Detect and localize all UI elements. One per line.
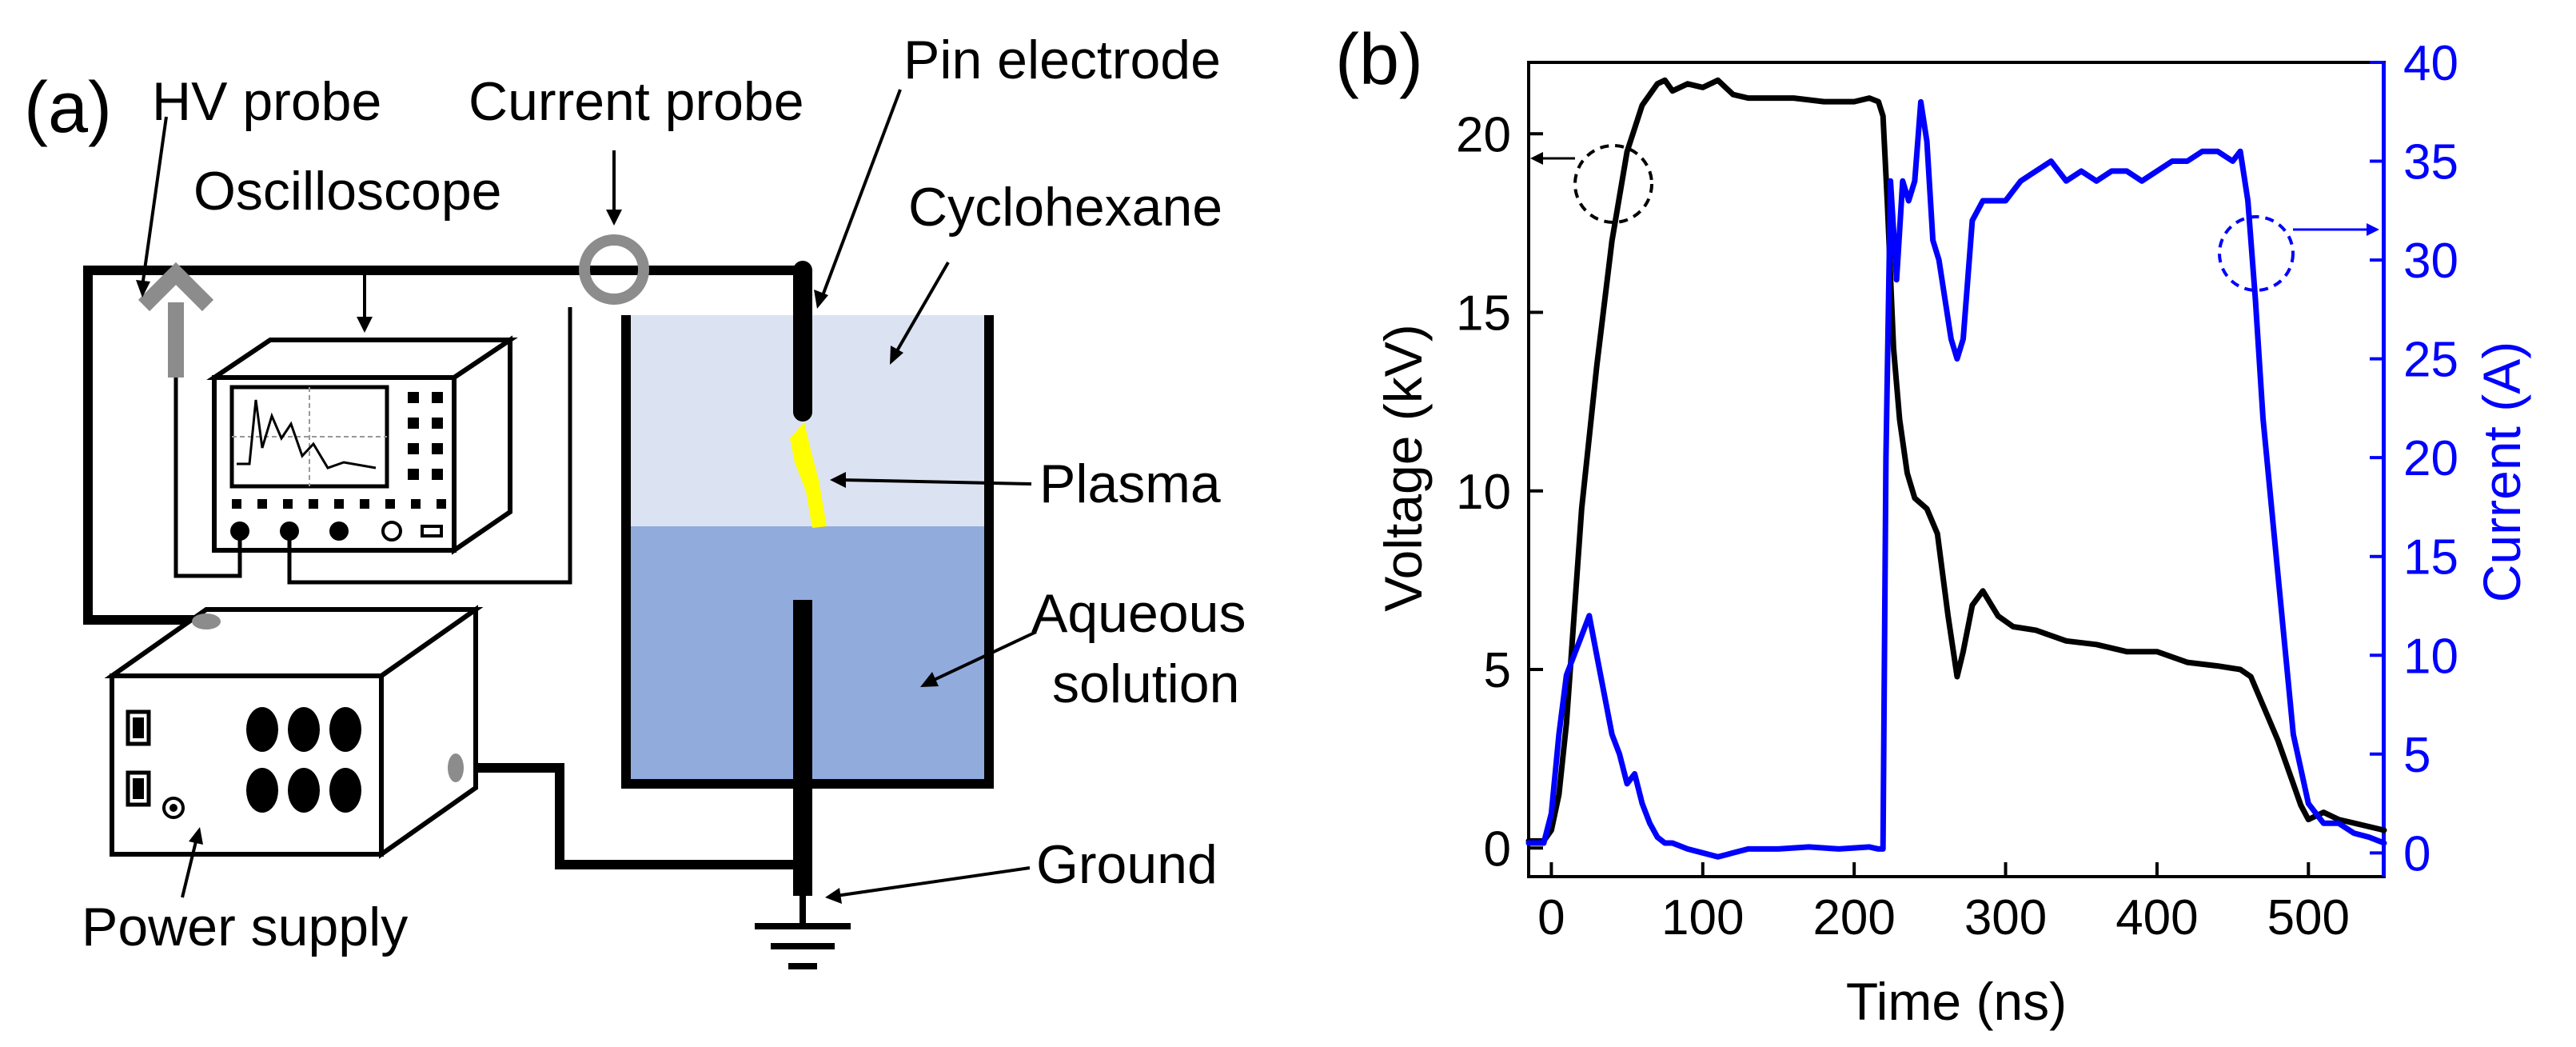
y-tick-label-right: 5 [2403, 728, 2430, 783]
oscilloscope-cable-hv [173, 378, 242, 578]
panel-a-label: (a) [24, 68, 112, 148]
y-tick-label-left: 20 [1456, 107, 1511, 162]
oscilloscope-cable-current [287, 307, 572, 585]
label-ground: Ground [1036, 834, 1218, 895]
label-current-probe: Current probe [469, 71, 804, 132]
label-aqueous: Aqueous [1031, 583, 1246, 644]
label-power-supply: Power supply [82, 897, 408, 957]
y-tick-label-right: 10 [2403, 629, 2458, 684]
oscilloscope-buttons-right [408, 392, 443, 480]
y-axis-label-right: Current (A) [2472, 342, 2531, 602]
series-line-voltage [1525, 77, 2387, 844]
right-axis-line [2382, 62, 2386, 877]
oscilloscope-buttons-bottom [232, 499, 446, 509]
panel-b-chart: (b) 0 100 200 300 400 50005101520051015202530… [1335, 20, 2531, 1031]
current-probe-ring [579, 234, 649, 305]
y-tick-label-right: 0 [2403, 826, 2430, 881]
label-oscilloscope: Oscilloscope [193, 161, 502, 222]
panel-b-label: (b) [1335, 20, 1423, 100]
x-tick-label: 200 [1812, 890, 1895, 945]
current-axis-marker [2218, 215, 2379, 292]
x-tick-label: 0 [1537, 890, 1565, 945]
label-cyclohexane: Cyclohexane [908, 177, 1222, 238]
y-tick-label-right: 35 [2403, 135, 2458, 190]
circuit-wire-ground [456, 763, 803, 869]
y-axis-label-left: Voltage (kV) [1374, 324, 1433, 612]
voltage-axis-marker [1530, 144, 1653, 224]
oscilloscope [206, 335, 518, 555]
x-tick-label: 300 [1964, 890, 2047, 945]
oscilloscope-knob [381, 521, 402, 541]
y-tick-label-right: 40 [2403, 36, 2458, 91]
y-tick-label-right: 25 [2403, 333, 2458, 388]
power-supply-box [104, 605, 484, 859]
plasma-discharge [790, 422, 827, 528]
panel-a-setup-diagram: (a) [24, 30, 1246, 969]
leader-arrows [136, 89, 1037, 904]
y-tick-label-left: 0 [1484, 821, 1511, 877]
label-solution: solution [1052, 653, 1239, 714]
x-tick-label: 100 [1661, 890, 1744, 945]
label-hv-probe: HV probe [152, 71, 381, 132]
label-pin-electrode: Pin electrode [903, 30, 1221, 90]
ground-symbol [755, 888, 851, 969]
y-tick-label-left: 10 [1456, 465, 1511, 520]
x-axis-label: Time (ns) [1846, 972, 2067, 1031]
y-tick-label-right: 20 [2403, 431, 2458, 486]
hv-probe-arrow [138, 262, 214, 378]
y-tick-label-left: 15 [1456, 286, 1511, 342]
series-line-current [1525, 98, 2387, 860]
y-tick-label-right: 30 [2403, 234, 2458, 289]
oscilloscope-waveform [237, 399, 377, 470]
x-tick-label: 500 [2267, 890, 2350, 945]
x-tick-label: 400 [2115, 890, 2198, 945]
y-tick-label-right: 15 [2403, 530, 2458, 585]
oscilloscope-channel-3 [329, 522, 349, 541]
y-tick-label-left: 5 [1484, 643, 1511, 698]
label-plasma: Plasma [1039, 454, 1221, 514]
plot-frame [1527, 61, 2386, 878]
